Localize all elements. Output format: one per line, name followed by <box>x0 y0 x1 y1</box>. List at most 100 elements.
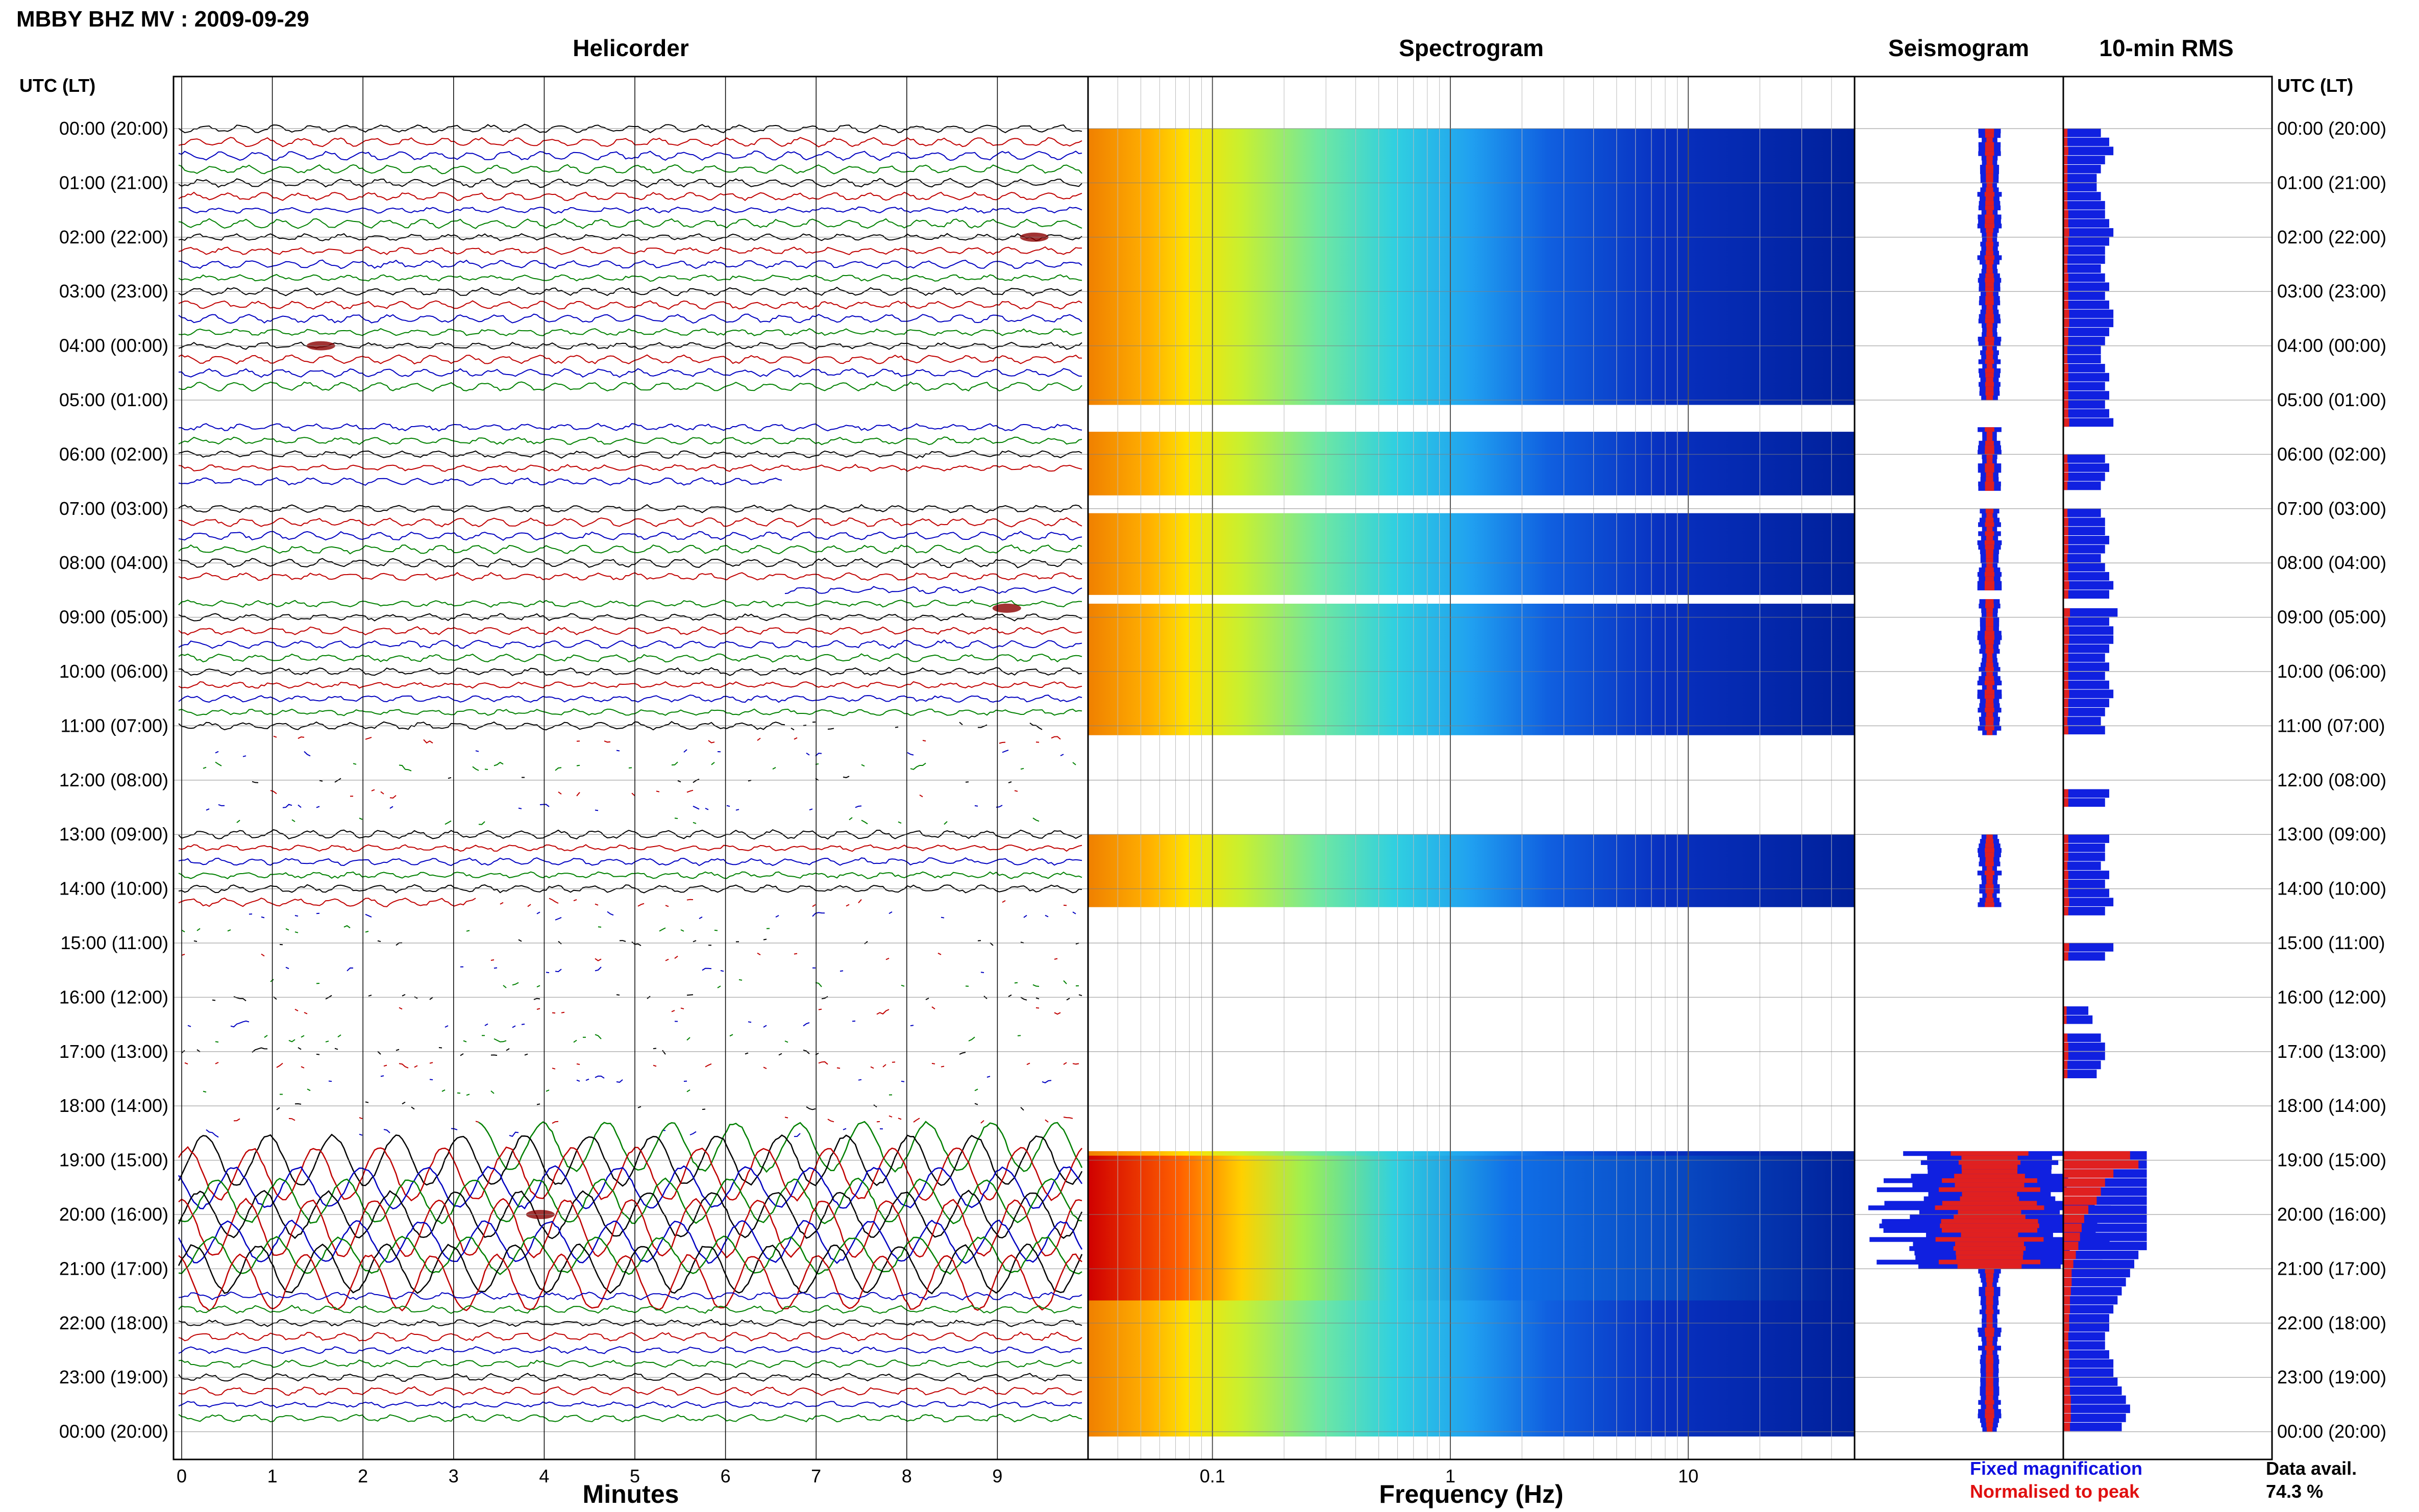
seismogram-normalised <box>1985 196 1994 202</box>
rms-bar-normalised <box>2063 219 2068 228</box>
helicorder-trace <box>178 1331 1082 1342</box>
seismogram-normalised <box>1985 359 1994 364</box>
seismogram-normalised <box>1954 1214 2026 1220</box>
rms-bar-normalised <box>2063 1305 2070 1314</box>
rms-bar-fixed <box>2063 1051 2105 1060</box>
helicorder-trace <box>203 761 1076 772</box>
rms-bar-fixed <box>2063 1305 2114 1314</box>
seismogram-normalised <box>1986 228 1993 233</box>
spectrogram-row <box>1088 1427 1855 1432</box>
rms-bar-fixed <box>2063 952 2105 961</box>
seismogram-normalised <box>1985 517 1994 523</box>
rms-bar-fixed <box>2063 563 2105 572</box>
spectrogram-row <box>1088 1418 1855 1423</box>
seismogram-normalised <box>1986 1300 1993 1305</box>
time-tick-label-left: 21:00 (17:00) <box>59 1258 168 1279</box>
seismogram-normalised <box>1985 902 1994 907</box>
seismogram-normalised <box>1985 450 1994 455</box>
helicorder-trace <box>178 1346 1082 1355</box>
seismogram-normalised <box>1984 694 1995 699</box>
rms-bar-normalised <box>2063 1169 2114 1178</box>
frequency-tick-label: 0.1 <box>1200 1466 1225 1486</box>
seismogram-normalised <box>1986 672 1993 677</box>
spectrogram-row <box>1088 843 1855 849</box>
rms-bar-normalised <box>2063 1350 2069 1359</box>
time-tick-label-right: 00:00 (20:00) <box>2277 118 2386 139</box>
helicorder-event <box>992 603 1021 613</box>
spectrogram-row <box>1088 567 1855 573</box>
spectrogram-row <box>1088 214 1855 219</box>
helicorder-trace <box>178 246 1082 256</box>
spectrogram-row <box>1088 685 1855 690</box>
spectrogram-row <box>1088 1282 1855 1287</box>
seismogram-normalised <box>1986 1373 1993 1378</box>
seismogram-normalised <box>1985 201 1994 206</box>
spectrogram-row <box>1088 1232 1855 1237</box>
time-tick-label-left: 07:00 (03:00) <box>59 498 168 519</box>
rms-bar-fixed <box>2063 527 2105 535</box>
seismogram-normalised <box>1986 178 1993 183</box>
rms-bar-normalised <box>2063 879 2068 888</box>
spectrogram-row <box>1088 888 1855 894</box>
rms-bar-fixed <box>2063 1269 2130 1278</box>
seismogram-normalised <box>1985 1386 1994 1392</box>
helicorder-trace <box>178 653 1082 663</box>
rms-bar-normalised <box>2063 888 2068 898</box>
rms-bar-normalised <box>2063 1296 2070 1305</box>
spectrogram-row <box>1088 581 1855 586</box>
spectrogram-row <box>1088 1250 1855 1256</box>
seismogram-normalised <box>1985 1391 1994 1396</box>
rms-bar-normalised <box>2063 146 2068 156</box>
minute-tick-label: 6 <box>721 1466 731 1486</box>
helicorder-trace <box>249 911 1076 921</box>
spectrogram-row <box>1088 323 1855 328</box>
helicorder-trace <box>237 817 1082 825</box>
spectrogram-row <box>1088 712 1855 717</box>
seismogram-normalised <box>1986 156 1993 161</box>
seismogram-normalised <box>1986 730 1993 735</box>
rms-bar-normalised <box>2063 1178 2105 1187</box>
rms-bar-fixed <box>2063 907 2105 915</box>
spectrogram-row <box>1088 703 1855 708</box>
seismogram-normalised <box>1986 173 1993 179</box>
spectrogram-row <box>1088 300 1855 306</box>
spectrogram-row <box>1088 672 1855 677</box>
helicorder-trace <box>178 1386 1082 1396</box>
seismogram-normalised <box>1985 129 1994 134</box>
rms-bar-fixed <box>2063 454 2105 463</box>
spectrogram-row <box>1088 531 1855 536</box>
spectrogram-row <box>1088 173 1855 179</box>
rms-bar-fixed <box>2063 798 2105 807</box>
helicorder-trace <box>178 300 1082 310</box>
spectrogram-row <box>1088 536 1855 541</box>
helicorder-trace <box>270 979 1079 988</box>
spectrogram-row <box>1088 839 1855 844</box>
rms-bar-normalised <box>2063 852 2068 861</box>
seismogram-normalised <box>1986 1422 1993 1428</box>
seismogram-normalised <box>1985 726 1994 731</box>
spectrogram-row <box>1088 164 1855 170</box>
rms-bar-normalised <box>2063 282 2068 291</box>
rms-bar-fixed <box>2063 608 2118 617</box>
seismogram-normalised <box>1985 278 1994 283</box>
minute-tick-label: 3 <box>449 1466 459 1486</box>
seismogram-normalised <box>1985 572 1994 577</box>
spectrogram-row <box>1088 436 1855 441</box>
seismogram-normalised <box>1985 531 1994 536</box>
spectrogram-row <box>1088 884 1855 889</box>
spectrogram-row <box>1088 1151 1855 1156</box>
rms-bar-normalised <box>2063 581 2069 590</box>
seismogram-normalised <box>1985 699 1994 704</box>
seismogram-normalised <box>1986 264 1993 269</box>
rms-bar-normalised <box>2063 1205 2089 1214</box>
helicorder-trace <box>178 708 1082 716</box>
rms-bar-fixed <box>2063 689 2114 699</box>
spectrogram-row <box>1088 689 1855 695</box>
seismogram-normalised <box>1986 622 1993 627</box>
rms-bar-normalised <box>2063 309 2069 318</box>
rms-bar-normalised <box>2063 137 2068 146</box>
helicorder-trace <box>203 1089 1060 1095</box>
helicorder-title: Helicorder <box>573 35 689 61</box>
spectrogram-row <box>1088 486 1855 491</box>
spectrogram-row <box>1088 576 1855 582</box>
